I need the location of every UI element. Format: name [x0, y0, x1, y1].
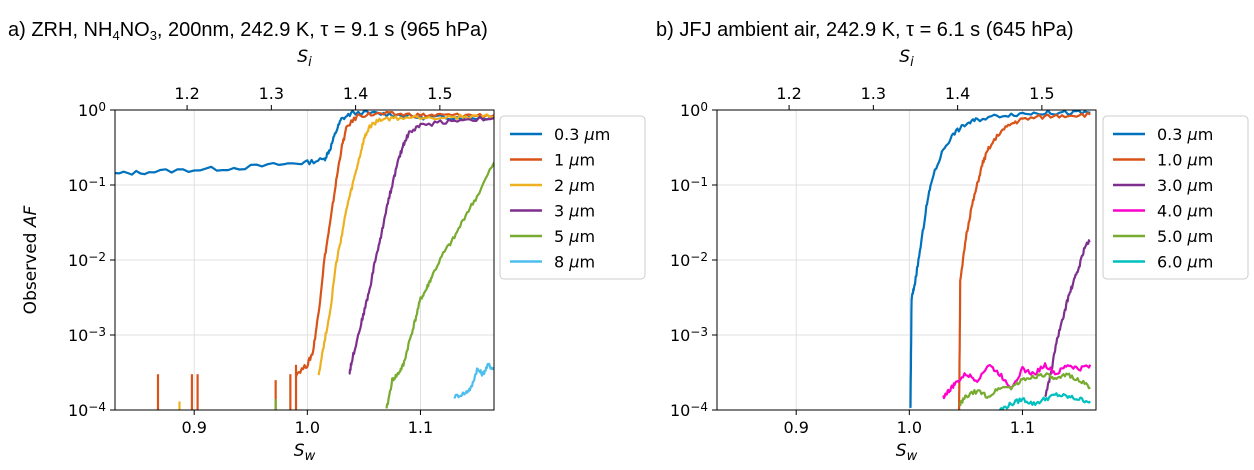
legend-label: 5.0 μm — [1157, 227, 1213, 246]
series-line — [958, 111, 1091, 410]
chart-title: b) JFJ ambient air, 242.9 K, τ = 6.1 s (… — [656, 19, 1074, 41]
legend-box — [1102, 115, 1249, 280]
legend: 0.3 μm 1 μm 2 μm 3 μm 5 μm 8 μm — [499, 115, 646, 280]
y-axis-label: Observed AF — [21, 205, 41, 314]
series-line — [317, 113, 494, 376]
top-x-tick-label: 1.4 — [945, 84, 970, 103]
legend-label: 1.0 μm — [1157, 151, 1213, 170]
y-tick-label: 10−4 — [68, 400, 106, 420]
x-tick-label: 1.1 — [408, 418, 433, 437]
legend-label: 3.0 μm — [1157, 176, 1213, 195]
y-tick-label: 10−2 — [68, 250, 106, 270]
legend-label: 0.3 μm — [554, 125, 610, 144]
top-x-tick-label: 1.3 — [259, 84, 284, 103]
x-tick-label: 1.0 — [295, 418, 320, 437]
top-x-tick-label: 1.5 — [1029, 84, 1054, 103]
series-line — [909, 110, 1091, 408]
legend-label: 6.0 μm — [1157, 253, 1213, 272]
y-tick-label: 10−2 — [670, 250, 708, 270]
legend-label: 0.3 μm — [1157, 125, 1213, 144]
legend-label: 2 μm — [554, 176, 595, 195]
legend-box — [499, 115, 646, 280]
legend: 0.3 μm 1.0 μm 3.0 μm 4.0 μm 5.0 μm 6.0 μm — [1102, 115, 1249, 280]
top-x-tick-label: 1.5 — [427, 84, 452, 103]
series-line — [998, 392, 1091, 410]
x-tick-label: 0.9 — [181, 418, 206, 437]
plot-area — [909, 110, 1092, 410]
chart-title: a) ZRH, NH4NO3, 200nm, 242.9 K, τ = 9.1 … — [8, 19, 488, 43]
legend-label: 4.0 μm — [1157, 202, 1213, 221]
panel-a: a) ZRH, NH4NO3, 200nm, 242.9 K, τ = 9.1 … — [8, 19, 646, 464]
top-x-tick-label: 1.4 — [343, 84, 368, 103]
x-tick-label: 0.9 — [783, 418, 808, 437]
series-line — [385, 161, 494, 409]
y-tick-label: 10−4 — [670, 400, 708, 420]
legend-label: 5 μm — [554, 227, 595, 246]
x-tick-label: 1.1 — [1010, 418, 1035, 437]
series-line — [453, 362, 494, 399]
y-tick-label: 10−1 — [68, 175, 106, 195]
top-x-axis-label: Si — [297, 47, 312, 70]
series-line — [295, 110, 494, 377]
series-line — [959, 372, 1091, 407]
x-tick-label: 1.0 — [897, 418, 922, 437]
series-line — [942, 362, 1092, 400]
legend-label: 8 μm — [554, 253, 595, 272]
legend-label: 1 μm — [554, 151, 595, 170]
series-line — [115, 110, 494, 176]
y-tick-label: 10−3 — [670, 325, 708, 345]
y-tick-label: 100 — [78, 100, 106, 120]
top-x-axis-label: Si — [899, 47, 914, 70]
x-axis-label: Sw — [294, 441, 316, 464]
y-tick-label: 10−1 — [670, 175, 708, 195]
series-line — [1044, 239, 1091, 398]
y-tick-label: 10−3 — [68, 325, 106, 345]
top-x-tick-label: 1.2 — [776, 84, 801, 103]
legend-label: 3 μm — [554, 202, 595, 221]
top-x-tick-label: 1.3 — [861, 84, 886, 103]
plot-area — [115, 110, 494, 410]
panel-b: b) JFJ ambient air, 242.9 K, τ = 6.1 s (… — [656, 19, 1249, 464]
y-tick-label: 100 — [680, 100, 708, 120]
series-line — [348, 115, 494, 375]
top-x-tick-label: 1.2 — [174, 84, 199, 103]
x-axis-label: Sw — [896, 441, 918, 464]
